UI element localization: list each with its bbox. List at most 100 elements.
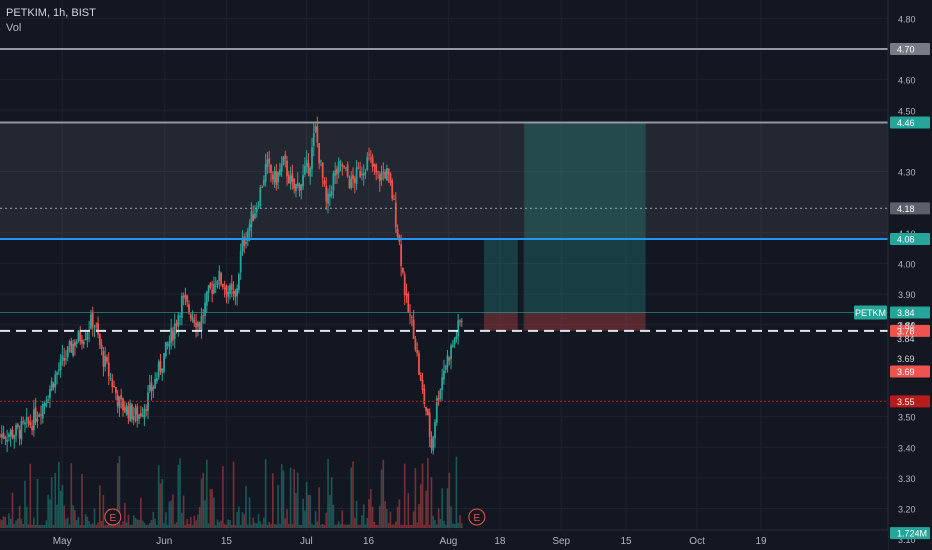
candle-body-141 [250, 211, 253, 228]
candle-body-122 [216, 281, 219, 286]
candle-body-94 [166, 344, 169, 346]
volume-bar-127 [225, 524, 228, 528]
candle-body-82 [145, 408, 148, 411]
volume-bar-121 [214, 525, 217, 528]
volume-bar-146 [259, 521, 262, 528]
candle-body-70 [123, 407, 126, 412]
volume-bar-141 [250, 524, 253, 528]
price-axis[interactable] [888, 0, 932, 550]
candle-body-124 [220, 273, 222, 285]
volume-bar-185 [329, 495, 331, 528]
candle-body-102 [180, 296, 183, 318]
candle-body-161 [286, 160, 288, 177]
candle-body-92 [163, 353, 165, 372]
candle-body-123 [218, 270, 221, 281]
volume-label[interactable]: Vol [6, 22, 22, 34]
candle-body-105 [186, 295, 189, 303]
volume-bar-256 [455, 456, 458, 528]
volume-bar-219 [389, 511, 392, 528]
volume-bar-2 [2, 516, 5, 528]
volume-bar-6 [9, 518, 12, 528]
candle-body-253 [450, 345, 452, 359]
volume-bar-173 [307, 494, 310, 528]
candle-body-132 [234, 290, 237, 297]
volume-bars [0, 456, 463, 528]
volume-bar-68 [120, 524, 123, 528]
volume-bar-7 [11, 492, 14, 528]
volume-bar-34 [59, 490, 62, 528]
candle-body-207 [368, 154, 370, 156]
candles [0, 116, 463, 455]
volume-bar-104 [184, 524, 187, 528]
candle-body-215 [382, 172, 385, 174]
volume-bar-151 [268, 521, 271, 528]
candle-body-9 [15, 425, 17, 436]
candle-body-258 [459, 320, 461, 322]
volume-bar-53 [93, 508, 96, 528]
volume-bar-147 [261, 524, 263, 528]
volume-bar-26 [45, 520, 48, 528]
volume-bar-158 [280, 464, 283, 528]
volume-bar-166 [295, 493, 297, 528]
volume-bar-178 [316, 521, 319, 528]
candle-body-23 [40, 414, 42, 416]
zones [0, 122, 888, 331]
candle-body-16 [27, 420, 30, 424]
candle-body-151 [268, 158, 271, 164]
candle-body-148 [262, 180, 265, 185]
volume-bar-208 [370, 489, 372, 528]
volume-bar-246 [437, 508, 440, 528]
volume-bar-82 [145, 524, 147, 528]
volume-bar-237 [421, 463, 424, 528]
candle-body-22 [38, 414, 41, 417]
candle-body-24 [41, 404, 44, 419]
candle-body-175 [311, 147, 313, 169]
price-badges: 4.70 4.46 4.18 4.08 3.78 3.55 3.84 3.84 3.84 3.69… [854, 43, 930, 540]
volume-bar-131 [232, 461, 235, 528]
candle-body-40 [70, 341, 73, 353]
volume-bar-239 [425, 490, 427, 528]
time-tick-6: 18 [494, 536, 506, 547]
earnings-event-circle [104, 508, 122, 526]
candle-body-186 [330, 191, 333, 196]
horizontal-levels[interactable] [0, 48, 888, 402]
candle-body-17 [29, 422, 32, 426]
candle-body-36 [63, 358, 66, 361]
candle-body-72 [127, 406, 130, 419]
volume-bar-69 [122, 521, 124, 528]
volume-bar-175 [311, 523, 313, 528]
volume-bar-156 [277, 484, 279, 528]
volume-bar-91 [161, 479, 164, 528]
candle-body-163 [289, 175, 292, 184]
volume-bar-67 [118, 456, 121, 528]
price-label-2-text: 3.84 [897, 334, 915, 344]
volume-bar-184 [327, 458, 329, 528]
time-tick-5: Aug [440, 536, 458, 547]
volume-bar-11 [18, 506, 21, 528]
volume-bar-14 [24, 480, 26, 528]
volume-bar-217 [386, 509, 388, 528]
candle-body-202 [359, 171, 362, 177]
volume-bar-212 [377, 524, 379, 528]
earnings-event-label: E [474, 513, 481, 524]
candle-body-116 [205, 291, 208, 306]
candle-body-169 [300, 184, 303, 190]
candle-body-38 [66, 346, 69, 358]
volume-bar-168 [298, 524, 301, 528]
volume-bar-101 [179, 458, 181, 528]
candle-body-8 [13, 435, 16, 439]
candle-body-114 [202, 315, 205, 317]
price-label-1-text: 3.84 [897, 321, 915, 331]
big-target-zone [523, 122, 646, 313]
candle-body-145 [257, 206, 260, 208]
volume-bar-87 [154, 518, 156, 528]
volume-bar-135 [239, 524, 242, 528]
candle-body-153 [271, 174, 274, 180]
candle-body-87 [154, 378, 157, 388]
candle-body-176 [312, 133, 315, 146]
candle-body-97 [172, 330, 174, 341]
symbol-line[interactable]: PETKIM, 1h, BIST [6, 7, 96, 19]
time-axis[interactable] [0, 530, 888, 550]
